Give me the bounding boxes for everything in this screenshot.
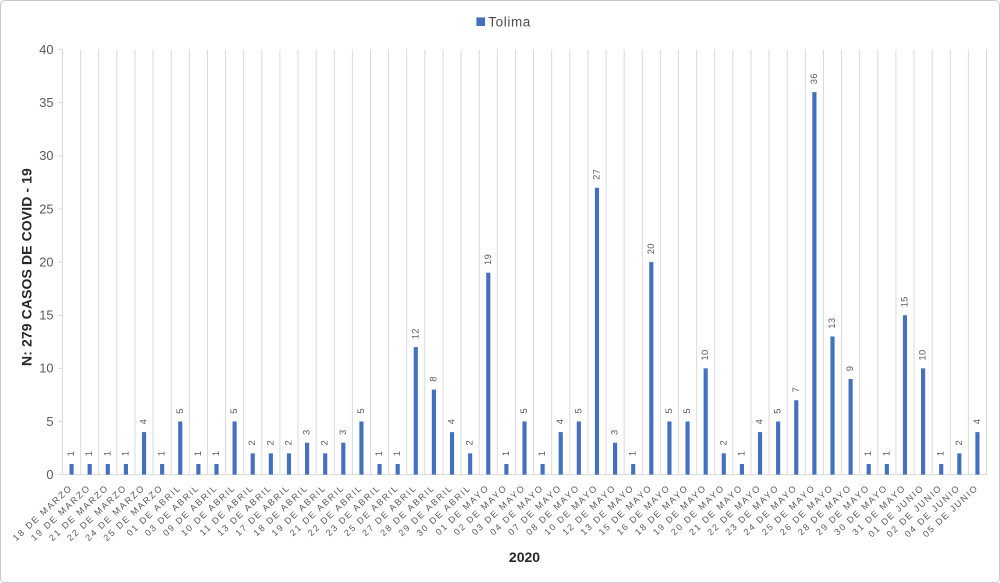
svg-text:36: 36 xyxy=(808,73,819,84)
svg-text:2: 2 xyxy=(464,440,475,446)
svg-text:2: 2 xyxy=(282,440,293,446)
svg-text:2020: 2020 xyxy=(509,549,540,565)
svg-text:4: 4 xyxy=(138,419,149,425)
svg-text:27: 27 xyxy=(590,169,601,180)
svg-text:30: 30 xyxy=(39,148,53,163)
svg-text:19: 19 xyxy=(482,254,493,265)
svg-text:3: 3 xyxy=(337,429,348,435)
svg-text:2: 2 xyxy=(953,440,964,446)
svg-text:1: 1 xyxy=(65,451,76,457)
svg-text:2: 2 xyxy=(264,440,275,446)
svg-text:13: 13 xyxy=(826,318,837,329)
svg-text:Tolima: Tolima xyxy=(488,14,531,29)
svg-text:1: 1 xyxy=(373,451,384,457)
svg-text:15: 15 xyxy=(898,296,909,307)
svg-text:1: 1 xyxy=(935,451,946,457)
svg-text:5: 5 xyxy=(46,414,53,429)
svg-text:5: 5 xyxy=(572,408,583,414)
svg-text:5: 5 xyxy=(663,408,674,414)
svg-text:5: 5 xyxy=(518,408,529,414)
svg-text:1: 1 xyxy=(210,451,221,457)
svg-text:10: 10 xyxy=(39,361,53,376)
svg-text:4: 4 xyxy=(554,419,565,425)
svg-text:15: 15 xyxy=(39,308,53,323)
svg-text:1: 1 xyxy=(156,451,167,457)
svg-text:1: 1 xyxy=(391,451,402,457)
svg-text:4: 4 xyxy=(446,419,457,425)
svg-text:N: 279 CASOS DE COVID - 19: N: 279 CASOS DE COVID - 19 xyxy=(19,168,35,366)
svg-text:1: 1 xyxy=(119,451,130,457)
svg-text:8: 8 xyxy=(427,376,438,382)
svg-text:1: 1 xyxy=(500,451,511,457)
svg-text:4: 4 xyxy=(754,419,765,425)
svg-text:5: 5 xyxy=(681,408,692,414)
svg-text:10: 10 xyxy=(917,350,928,361)
svg-text:1: 1 xyxy=(627,451,638,457)
svg-text:12: 12 xyxy=(409,328,420,339)
svg-text:5: 5 xyxy=(355,408,366,414)
svg-text:1: 1 xyxy=(101,451,112,457)
svg-text:1: 1 xyxy=(862,451,873,457)
svg-text:7: 7 xyxy=(790,387,801,393)
svg-text:3: 3 xyxy=(301,429,312,435)
svg-text:20: 20 xyxy=(39,254,53,269)
svg-text:1: 1 xyxy=(83,451,94,457)
svg-text:35: 35 xyxy=(39,95,53,110)
svg-text:10: 10 xyxy=(699,350,710,361)
svg-text:1: 1 xyxy=(192,451,203,457)
svg-text:25: 25 xyxy=(39,201,53,216)
svg-text:1: 1 xyxy=(536,451,547,457)
svg-text:4: 4 xyxy=(971,419,982,425)
svg-text:20: 20 xyxy=(645,243,656,254)
svg-text:3: 3 xyxy=(609,429,620,435)
svg-text:2: 2 xyxy=(717,440,728,446)
svg-text:5: 5 xyxy=(228,408,239,414)
svg-text:2: 2 xyxy=(319,440,330,446)
svg-text:2: 2 xyxy=(246,440,257,446)
svg-text:5: 5 xyxy=(772,408,783,414)
svg-text:1: 1 xyxy=(880,451,891,457)
svg-text:1: 1 xyxy=(735,451,746,457)
svg-text:9: 9 xyxy=(844,366,855,372)
svg-text:40: 40 xyxy=(39,42,53,57)
svg-text:0: 0 xyxy=(46,467,53,482)
svg-text:5: 5 xyxy=(174,408,185,414)
